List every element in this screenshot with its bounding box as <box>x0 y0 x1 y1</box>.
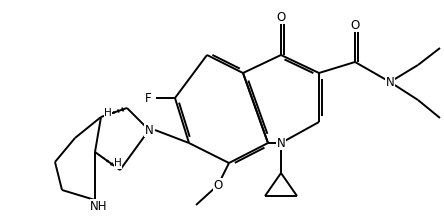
Text: H: H <box>104 108 112 118</box>
Text: H: H <box>114 158 122 168</box>
Text: O: O <box>276 11 285 24</box>
Text: NH: NH <box>90 200 108 213</box>
Text: N: N <box>277 136 285 150</box>
Text: O: O <box>350 18 360 31</box>
Text: N: N <box>145 123 153 136</box>
Text: F: F <box>145 92 151 104</box>
Text: N: N <box>386 75 394 88</box>
Text: O: O <box>214 178 222 191</box>
